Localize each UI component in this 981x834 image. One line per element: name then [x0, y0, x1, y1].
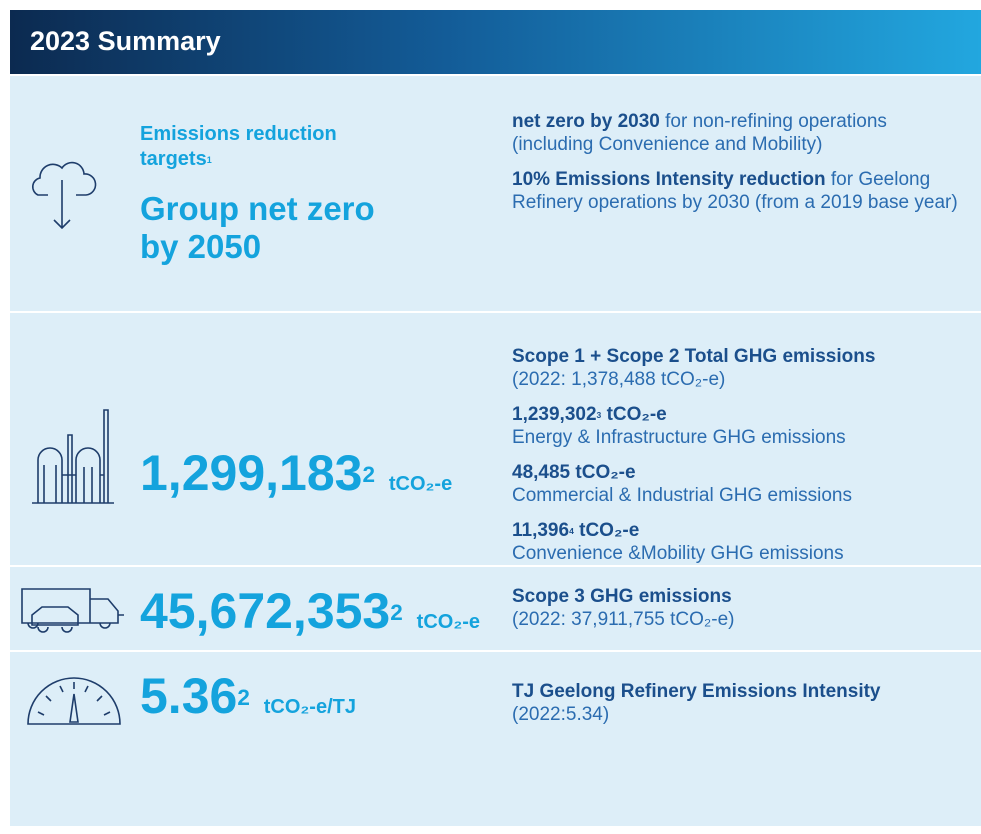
text: (2022: 1,378,488 tCO₂-e)	[512, 369, 726, 390]
text: tCO₂-e	[575, 462, 636, 483]
text: Energy & Infrastructure GHG emissions	[512, 427, 846, 448]
panel	[10, 76, 981, 826]
text: (2022: 37,911,755 tCO₂-e)	[512, 609, 735, 630]
text: for non-refining operations (including C…	[512, 111, 887, 155]
text: tCO₂-e	[416, 611, 481, 633]
text: 45,672,353	[140, 583, 391, 639]
target-headline: Group net zero by 2050	[140, 190, 375, 265]
total-details: Scope 1 + Scope 2 Total GHG emissions (20…	[512, 345, 972, 577]
text: 3	[596, 409, 602, 420]
scope3-value: 45,672,3532 tCO₂-e	[140, 583, 480, 650]
text: Scope 1 + Scope 2 Total GHG emissions	[512, 346, 876, 367]
target-details: net zero by 2030 for non-refining operat…	[512, 110, 972, 226]
text: (2022:5.34)	[512, 704, 610, 725]
scope3-details: Scope 3 GHG emissions (2022: 37,911,755 t…	[512, 585, 972, 643]
text: net zero by 2030	[512, 111, 660, 132]
cloud-icon	[32, 161, 97, 230]
text: Emissions reduction targets	[140, 123, 337, 170]
text: 2	[362, 462, 375, 488]
text: Commercial & Industrial GHG emissions	[512, 485, 852, 506]
header-title: 2023 Summary	[30, 26, 221, 56]
separator	[10, 311, 981, 313]
header: 2023 Summary	[10, 10, 981, 74]
text: tCO₂-e/TJ	[263, 696, 356, 718]
text: 11,396	[512, 520, 570, 541]
gauge-icon	[27, 677, 121, 725]
intensity-details: TJ Geelong Refinery Emissions Intensity(…	[512, 680, 972, 738]
text: TJ Geelong Refinery Emissions Intensity	[512, 681, 881, 702]
truck-icon	[21, 588, 124, 633]
total-value: 1,299,1832 tCO₂-e	[140, 445, 452, 512]
text: tCO₂-e	[579, 520, 640, 541]
target-label: Emissions reduction targets1	[140, 122, 370, 172]
separator	[10, 565, 981, 567]
text: 5.36	[140, 668, 238, 724]
text: 48,485	[512, 462, 571, 483]
text: 10% Emissions Intensity reduction	[512, 169, 826, 190]
text: 1,299,183	[140, 445, 363, 501]
text: 4	[569, 525, 574, 536]
text: 1,239,302	[512, 404, 597, 425]
text: Convenience &Mobility GHG emissions	[512, 543, 844, 564]
text: Scope 3 GHG emissions	[512, 586, 732, 607]
refinery-icon	[32, 409, 114, 504]
text: 2	[390, 600, 403, 626]
text: 1	[206, 154, 212, 165]
separator	[10, 650, 981, 652]
text: for Geelong Refinery operations by 2030 …	[512, 169, 958, 213]
intensity-value: 5.362 tCO₂-e/TJ	[140, 668, 356, 735]
text: tCO₂-e	[388, 473, 453, 495]
text: 2	[237, 685, 250, 711]
text: tCO₂-e	[606, 404, 667, 425]
